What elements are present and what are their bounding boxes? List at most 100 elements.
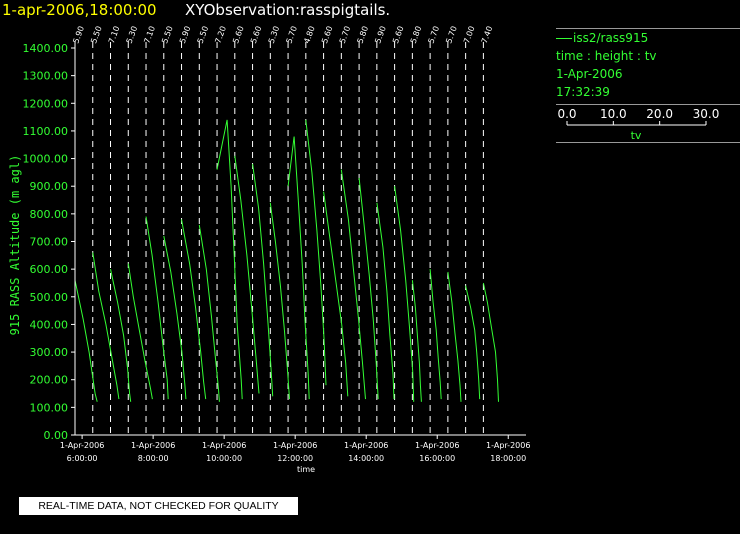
legend-top-rule <box>556 28 740 29</box>
profile-series <box>74 119 499 402</box>
profile-top-label: 7.40 <box>480 25 495 45</box>
profile-top-label: 4.80 <box>302 25 317 45</box>
profile-top-label: 5.30 <box>125 25 140 45</box>
rass-profile-line <box>145 216 169 400</box>
scale-tick-label: 30.0 <box>693 107 720 121</box>
rass-profile-line <box>305 119 327 386</box>
profile-top-label: 5.60 <box>249 25 264 45</box>
y-tick-label: 300.00 <box>30 346 69 359</box>
tv-scale: 0.0 10.0 20.0 30.0 tv <box>556 104 740 143</box>
y-tick-label: 100.00 <box>30 401 69 414</box>
x-tick-time: 8:00:00 <box>138 454 169 463</box>
rass-profile-line <box>287 136 310 400</box>
rass-profile-line <box>376 202 395 400</box>
y-tick-label: 400.00 <box>30 318 69 331</box>
profile-top-label: 5.90 <box>178 25 193 45</box>
profile-top-label: 7.10 <box>107 25 122 45</box>
profile-top-label: 5.90 <box>71 25 86 45</box>
axes: 0.00 100.00 200.00 300.00 400.00 500.00 600.00… <box>23 42 530 463</box>
scale-label: tv <box>631 129 642 142</box>
y-axis-label: 915 RASS Altitude (m agl) <box>8 155 22 336</box>
profile-top-label: 5.70 <box>444 25 459 45</box>
y-tick-label: 1000.00 <box>23 153 69 166</box>
profile-top-label: 5.30 <box>267 25 282 45</box>
y-tick-label: 200.00 <box>30 374 69 387</box>
rass-profile-line <box>340 169 366 400</box>
x-tick-date: 1-Apr-2006 <box>415 441 459 450</box>
profile-top-label: 7.20 <box>213 25 228 45</box>
profile-top-label: 5.50 <box>196 25 211 45</box>
x-tick-time: 14:00:00 <box>348 454 384 463</box>
x-tick-time: 6:00:00 <box>67 454 98 463</box>
rass-profile-line <box>198 224 220 402</box>
y-tick-label: 0.00 <box>44 429 69 442</box>
x-tick-date: 1-Apr-2006 <box>273 441 317 450</box>
profile-top-label: 5.50 <box>89 25 104 45</box>
profile-top-label: 5.60 <box>320 25 335 45</box>
legend-variables: time : height : tv <box>556 49 657 63</box>
rass-profile-line <box>252 164 274 397</box>
profile-grid: 5.90 5.50 7.10 5.30 7.10 5.50 5.90 5.50 7.20 5.60… <box>71 25 494 435</box>
rass-profile-line <box>447 271 462 402</box>
rass-profile-line <box>163 235 187 400</box>
x-tick-date: 1-Apr-2006 <box>486 441 530 450</box>
plot-title: XYObservation:rasspigtails. <box>185 1 391 19</box>
quality-disclaimer: REAL-TIME DATA, NOT CHECKED FOR QUALITY <box>19 497 298 515</box>
profile-top-label: 7.10 <box>142 25 157 45</box>
y-tick-label: 700.00 <box>30 236 69 249</box>
rass-profile-line <box>465 285 481 400</box>
y-tick-label: 1400.00 <box>23 42 69 55</box>
y-tick-label: 1300.00 <box>23 70 69 83</box>
y-tick-label: 500.00 <box>30 291 69 304</box>
profile-top-label: 5.70 <box>338 25 353 45</box>
profile-top-label: 5.60 <box>391 25 406 45</box>
rass-profile-line <box>181 219 207 400</box>
legend-time: 17:32:39 <box>556 85 610 99</box>
rass-profile-line <box>92 252 120 400</box>
legend-date: 1-Apr-2006 <box>556 67 623 81</box>
profile-top-label: 5.70 <box>284 25 299 45</box>
profile-top-label: 5.80 <box>356 25 371 45</box>
scale-ticks: 0.0 10.0 20.0 30.0 <box>557 107 719 125</box>
x-axis-label: time <box>297 465 315 474</box>
scale-tick-label: 0.0 <box>557 107 576 121</box>
y-tick-label: 900.00 <box>30 180 69 193</box>
rass-profile-line <box>482 282 499 402</box>
plot-datetime: 1-apr-2006,18:00:00 <box>2 1 157 19</box>
profile-top-label: 5.80 <box>409 25 424 45</box>
rass-profile-line <box>127 263 153 400</box>
rass-profile-line <box>234 155 260 394</box>
series-swatch <box>556 37 572 39</box>
legend: iss2/rass915 time : height : tv 1-Apr-20… <box>556 28 740 101</box>
y-tick-label: 1100.00 <box>23 125 69 138</box>
rass-profile-line <box>110 268 132 402</box>
rass-profile-line <box>394 186 415 402</box>
y-tick-label: 1200.00 <box>23 97 69 110</box>
x-tick-time: 12:00:00 <box>277 454 313 463</box>
rass-profile-line <box>358 177 379 400</box>
x-tick-date: 1-Apr-2006 <box>344 441 388 450</box>
profile-top-label: 5.60 <box>231 25 246 45</box>
x-tick-date: 1-Apr-2006 <box>202 441 246 450</box>
rass-profile-line <box>216 119 243 400</box>
profile-top-label: 5.70 <box>427 25 442 45</box>
scale-tick-label: 10.0 <box>600 107 627 121</box>
rass-profile-line <box>411 280 422 402</box>
x-tick-date: 1-Apr-2006 <box>60 441 104 450</box>
legend-series-name: iss2/rass915 <box>573 31 649 45</box>
y-tick-label: 800.00 <box>30 208 69 221</box>
y-tick-label: 600.00 <box>30 263 69 276</box>
rass-profile-line <box>429 269 442 400</box>
rass-profile-line <box>323 191 349 397</box>
profile-top-label: 7.00 <box>462 25 477 45</box>
profile-top-label: 5.90 <box>373 25 388 45</box>
rass-profile-line <box>74 280 98 402</box>
x-tick-time: 16:00:00 <box>419 454 455 463</box>
x-tick-date: 1-Apr-2006 <box>131 441 175 450</box>
x-tick-time: 18:00:00 <box>490 454 526 463</box>
rass-profile-line <box>269 202 290 400</box>
scale-tick-label: 20.0 <box>646 107 673 121</box>
profile-top-label: 5.50 <box>160 25 175 45</box>
x-tick-time: 10:00:00 <box>206 454 242 463</box>
